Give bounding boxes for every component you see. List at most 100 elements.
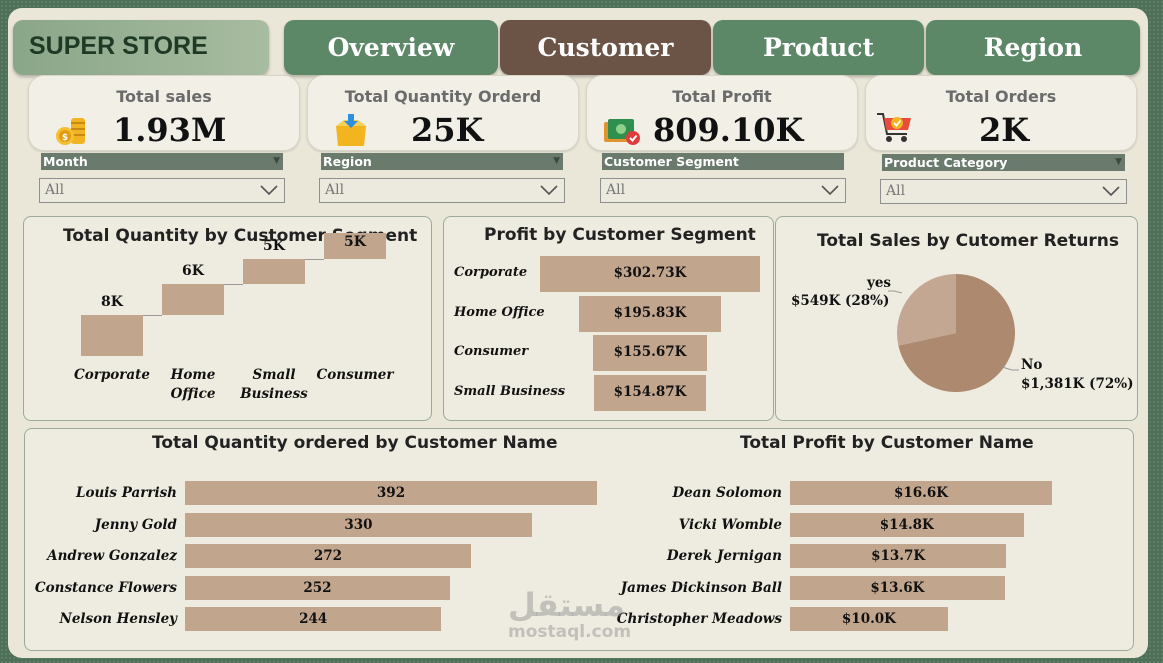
hbar-category-label: Christopher Meadows (616, 611, 782, 627)
slicer-month-dropdown[interactable]: All (39, 178, 285, 203)
waterfall-bar (324, 233, 386, 259)
waterfall-category-label: Home Office (170, 367, 216, 402)
waterfall-category-label: Small Business (240, 367, 308, 402)
funnel-data-label: $195.83K (613, 304, 687, 321)
funnel-bar (593, 375, 707, 412)
waterfall-connector (224, 284, 243, 286)
brand-title: SUPER STORE (13, 20, 269, 75)
hbar-category-label: Vicki Womble (678, 516, 782, 533)
slicer-category-dropdown[interactable]: All (880, 179, 1127, 204)
hbar (185, 575, 450, 600)
chevron-down-icon (821, 185, 839, 196)
funnel-data-label: $155.67K (613, 344, 687, 361)
slicer-month-title: Month ▼ (41, 153, 283, 170)
waterfall-bar (162, 284, 224, 315)
hbar-data-label: 330 (344, 516, 373, 533)
funnel-bar (540, 256, 760, 292)
quantity-by-customer-chart: 392 Louis Parrish 330 Jenny Gold 272 Andrew G… (25, 429, 625, 652)
hbar-data-label: 252 (303, 579, 332, 596)
hbar-data-label: $16.6K (893, 485, 948, 501)
funnel-chart: $302.73K Corporate $195.83K Home Office $155… (444, 217, 775, 422)
chevron-down-icon (1102, 186, 1120, 197)
waterfall-data-label: 5K (263, 237, 285, 254)
kpi-total-orders: Total Orders 2K (865, 75, 1137, 151)
hbar (185, 607, 442, 631)
waterfall-bar (243, 258, 305, 285)
hbar (790, 575, 1005, 600)
watermark-arabic: مستقل (508, 586, 626, 624)
svg-text:$: $ (62, 133, 68, 143)
waterfall-bar (81, 315, 143, 356)
slicer-value: All (606, 182, 626, 198)
tab-customer[interactable]: Customer (500, 20, 711, 75)
pie-slice (898, 274, 1015, 392)
pie-chart (888, 274, 1019, 392)
cart-icon (877, 113, 911, 142)
funnel-category-label: Small Business (454, 384, 566, 400)
tab-overview[interactable]: Overview (284, 20, 498, 75)
funnel-data-label: $154.87K (613, 384, 687, 401)
hbar-category-label: Andrew Gonzalez (47, 548, 177, 564)
hbar-category-label: Jenny Gold (94, 516, 177, 533)
hbar-category-label: Constance Flowers (34, 579, 177, 596)
waterfall-data-label: 8K (101, 294, 123, 310)
funnel-bar (578, 295, 722, 332)
hbar-data-label: $13.6K (870, 579, 925, 596)
pie-data-label: $1,381K (72%) (1021, 376, 1134, 392)
watermark-logo: مستقل mostaql.com (508, 586, 632, 650)
hbar-category-label: Derek Jernigan (666, 548, 782, 564)
profit-by-customer-chart: $16.6K Dean Solomon $14.8K Vicki Womble $13.… (617, 429, 1135, 652)
slicer-region-dropdown[interactable]: All (319, 178, 565, 203)
kpi-title: Total Quantity Orderd (344, 87, 542, 106)
chart-title: Total Sales by Cutomer Returns (817, 231, 1120, 251)
hbar-data-label: 244 (299, 611, 328, 627)
tab-product[interactable]: Product (713, 20, 924, 75)
kpi-total-quantity: Total Quantity Orderd 25K (307, 75, 579, 151)
slicer-region-title: Region ▼ (321, 153, 563, 170)
chevron-down-icon: ▼ (553, 156, 560, 166)
slicer-label: Region (323, 154, 372, 169)
slicer-segment-dropdown[interactable]: All (600, 178, 846, 203)
chevron-down-icon (540, 185, 558, 196)
hbar-data-label: 272 (313, 548, 343, 564)
hbar (185, 544, 471, 568)
waterfall-category-label: Consumer (316, 367, 394, 383)
waterfall-connector (143, 315, 162, 316)
slicer-value: All (45, 182, 65, 198)
kpi-value: 25K (411, 111, 484, 149)
slicer-value: All (886, 183, 906, 199)
hbar (185, 481, 597, 505)
hbar-category-label: Dean Solomon (672, 485, 782, 501)
slicer-segment-title: Customer Segment (602, 153, 844, 170)
kpi-value: 809.10K (653, 111, 804, 149)
pie-slice (897, 274, 956, 346)
waterfall-category-label: Corporate (74, 367, 150, 383)
hbar-category-label: Nelson Hensley (59, 611, 178, 627)
chevron-down-icon (260, 185, 278, 196)
panel-quantity-by-segment: Total Quantity by Customer Segment 8K Cor… (23, 216, 432, 421)
hbar (790, 607, 948, 631)
waterfall-chart: 8K Corporate 6K Home Office 5K Small Business 5K… (24, 217, 433, 422)
chevron-down-icon: ▼ (1115, 157, 1122, 167)
funnel-category-label: Corporate (454, 265, 528, 280)
tab-region[interactable]: Region (926, 20, 1140, 75)
kpi-total-sales: Total sales $ 1.93M (28, 75, 300, 151)
pie-data-label: $549K (28%) (791, 293, 890, 309)
hbar-category-label: Louis Parrish (75, 485, 177, 501)
pie-leader-line (1001, 366, 1019, 371)
pie-leader-line (888, 290, 903, 294)
waterfall-connector (305, 258, 324, 260)
slicer-label: Month (43, 154, 88, 169)
hbar-data-label: 392 (376, 485, 406, 501)
kpi-value: 2K (979, 111, 1030, 149)
waterfall-data-label: 5K (344, 234, 366, 250)
kpi-total-profit: Total Profit 809.10K (586, 75, 858, 151)
hbar (790, 512, 1024, 537)
panel-sales-by-returns: Total Sales by Cutomer Returns yes $549K… (775, 216, 1138, 421)
hbar (185, 512, 532, 537)
watermark-latin: mostaql.com (508, 622, 632, 642)
funnel-data-label: $302.73K (613, 265, 687, 281)
hbar-data-label: $14.8K (879, 516, 934, 533)
chart-title: Total Quantity ordered by Customer Name (152, 433, 558, 453)
